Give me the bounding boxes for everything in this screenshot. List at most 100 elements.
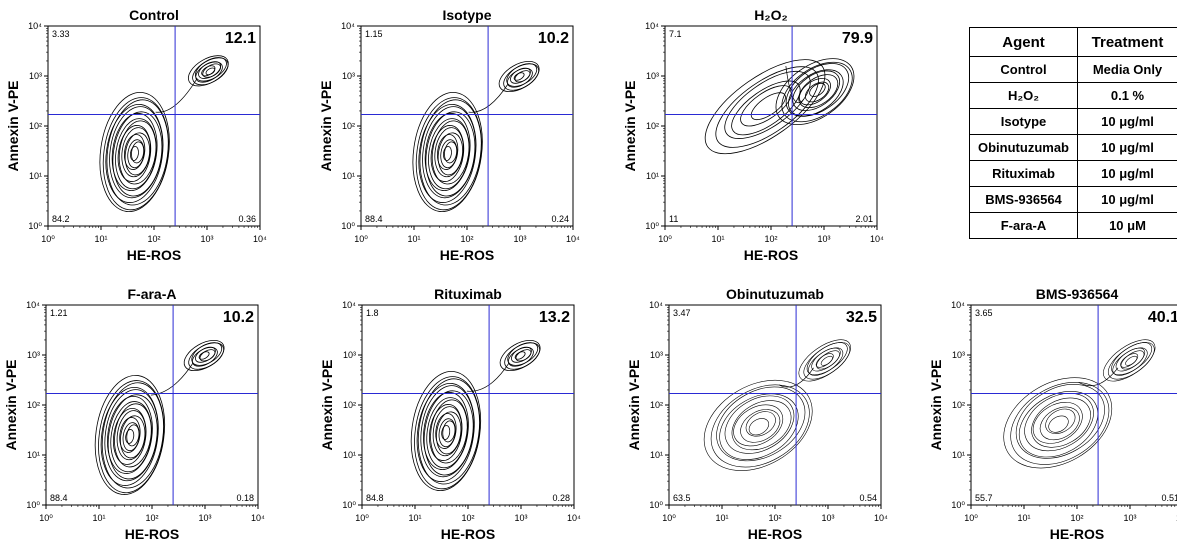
- quadrant-lower-left-value: 84.8: [366, 493, 384, 503]
- density-contour: [731, 400, 792, 451]
- density-contour: [107, 395, 153, 474]
- x-tick-label: 10⁰: [41, 234, 55, 244]
- density-contour: [129, 146, 139, 161]
- x-tick-label: 10²: [764, 234, 777, 244]
- density-contour: [201, 65, 216, 77]
- density-contour: [119, 417, 141, 453]
- y-axis-label: Annexin V-PE: [626, 359, 642, 450]
- density-contour: [94, 374, 166, 495]
- density-contour: [105, 104, 164, 203]
- y-tick-label: 10³: [29, 71, 42, 81]
- x-axis-label: HE-ROS: [748, 526, 802, 542]
- panel-title: Obinutuzumab: [726, 286, 824, 302]
- density-contour: [1103, 339, 1156, 382]
- x-tick-label: 10³: [200, 234, 213, 244]
- x-tick-label: 10⁴: [870, 234, 884, 244]
- density-contour: [441, 425, 451, 440]
- quadrant-lower-right-value: 0.18: [236, 493, 254, 503]
- x-tick-label: 10¹: [715, 513, 728, 523]
- density-contour: [104, 389, 159, 482]
- density-contour: [116, 410, 147, 461]
- y-tick-label: 10⁰: [951, 500, 965, 510]
- density-contour: [435, 413, 457, 449]
- density-contour: [811, 347, 841, 372]
- x-tick-label: 10²: [1070, 513, 1083, 523]
- density-contour: [788, 69, 844, 117]
- contour-plot: [410, 339, 541, 492]
- y-tick-label: 10³: [650, 350, 663, 360]
- contour-plot: [703, 339, 851, 471]
- density-contour: [425, 111, 476, 197]
- agent-cell: Obinutuzumab: [969, 134, 1078, 161]
- table-row: Obinutuzumab 10 μg/ml: [969, 134, 1177, 161]
- density-contour: [440, 139, 458, 169]
- density-contour: [150, 362, 194, 396]
- quadrant-upper-left-value: 1.15: [365, 29, 383, 39]
- panel-title: Rituximab: [434, 286, 502, 302]
- density-contour: [423, 390, 474, 476]
- density-contour: [428, 118, 470, 190]
- y-tick-label: 10¹: [29, 171, 42, 181]
- y-tick-label: 10⁴: [342, 300, 356, 310]
- quadrant-upper-right-value: 12.1: [225, 30, 256, 47]
- y-tick-label: 10¹: [650, 450, 663, 460]
- x-tick-label: 10¹: [407, 234, 420, 244]
- x-tick-label: 10³: [514, 513, 527, 523]
- x-tick-label: 10⁰: [354, 234, 368, 244]
- y-axis-label: Annexin V-PE: [319, 359, 335, 450]
- y-tick-label: 10⁴: [28, 21, 42, 31]
- density-contour: [432, 406, 463, 457]
- plot-frame: [970, 304, 1177, 506]
- density-contour: [431, 120, 470, 185]
- y-tick-label: 10⁰: [645, 221, 659, 231]
- density-contour: [106, 99, 169, 206]
- x-tick-label: 10¹: [94, 234, 107, 244]
- y-tick-label: 10⁴: [649, 300, 663, 310]
- density-contour: [740, 409, 781, 443]
- density-contour: [121, 127, 151, 178]
- density-contour: [798, 339, 851, 382]
- density-contour: [1120, 350, 1145, 370]
- density-contour: [1125, 355, 1138, 366]
- density-contour: [437, 134, 459, 170]
- quadrant-upper-right-value: 40.1: [1148, 309, 1177, 326]
- density-contour: [716, 386, 806, 462]
- y-tick-label: 10⁰: [26, 500, 40, 510]
- density-contour: [1048, 415, 1069, 433]
- density-contour: [514, 351, 526, 360]
- density-contour: [704, 59, 826, 155]
- density-contour: [1031, 397, 1091, 448]
- panel-control: 10⁰ 10⁰ 10¹ 10¹ 10² 10² 10³ 10³ 10⁴ 10⁴ Control HE-…: [5, 7, 267, 263]
- agent-cell: Isotype: [969, 108, 1078, 135]
- density-contour: [416, 383, 475, 482]
- y-axis-label: Annexin V-PE: [3, 359, 19, 450]
- density-contour: [1115, 347, 1146, 372]
- density-contour: [101, 382, 164, 489]
- x-tick-label: 10²: [145, 513, 158, 523]
- y-tick-label: 10⁴: [645, 21, 659, 31]
- quadrant-upper-left-value: 3.33: [52, 29, 70, 39]
- density-contour: [514, 70, 531, 83]
- x-axis-label: HE-ROS: [125, 526, 179, 542]
- agent-cell: F-ara-A: [969, 212, 1078, 239]
- density-contour: [111, 113, 158, 191]
- x-tick-label: 10¹: [1017, 513, 1030, 523]
- table-row: Isotype 10 μg/ml: [969, 108, 1177, 135]
- quadrant-lower-right-value: 0.51: [1161, 493, 1177, 503]
- density-contour: [412, 92, 483, 213]
- agent-cell: H₂O₂: [969, 82, 1078, 109]
- density-contour: [124, 134, 146, 170]
- density-contour: [775, 58, 855, 126]
- y-axis-label: Annexin V-PE: [622, 80, 638, 171]
- agent-cell: Control: [969, 56, 1078, 83]
- treatment-cell: 10 μg/ml: [1077, 108, 1177, 135]
- density-contour: [198, 351, 210, 360]
- y-tick-label: 10⁰: [342, 500, 356, 510]
- quadrant-lower-left-value: 55.7: [975, 493, 993, 503]
- density-contour: [124, 132, 151, 176]
- density-contour: [114, 403, 152, 468]
- density-contour: [792, 70, 841, 111]
- density-contour: [1018, 390, 1099, 458]
- treatment-cell: 10 μM: [1077, 212, 1177, 239]
- density-contour: [410, 371, 482, 492]
